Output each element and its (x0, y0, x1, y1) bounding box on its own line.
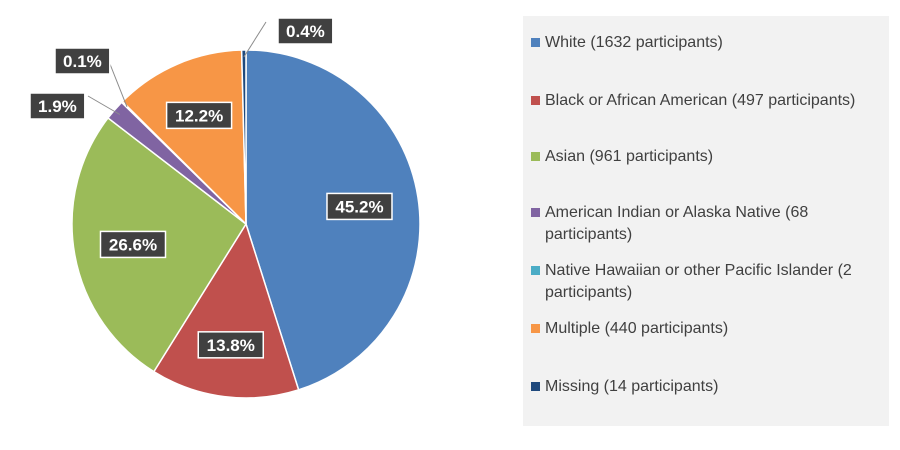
data-label-box (326, 192, 393, 221)
data-label-box (54, 47, 111, 75)
pie-slice (240, 49, 247, 225)
pie-slice (121, 49, 247, 226)
data-label: 13.8% (207, 336, 255, 355)
legend-item: Asian (961 participants) (531, 146, 883, 168)
pie-chart: 45.2% 13.8% 26.6% 1.9% 0.1% 12.2% 0.4% (29, 17, 421, 399)
data-label-box (29, 92, 86, 120)
pie-data-labels: 45.2% 13.8% 26.6% 1.9% 0.1% 12.2% 0.4% (29, 17, 393, 359)
legend-swatch (531, 38, 540, 47)
legend-swatch (531, 96, 540, 105)
chart-legend: White (1632 participants) Black or Africa… (523, 16, 889, 426)
leader-line (87, 95, 121, 115)
legend-swatch (531, 266, 540, 275)
data-label-box (99, 230, 167, 259)
legend-swatch (531, 208, 540, 217)
legend-label: American Indian or Alaska Native (68 par… (545, 204, 809, 243)
data-label-box (165, 101, 233, 130)
data-label: 12.2% (175, 106, 223, 125)
legend-item: Native Hawaiian or other Pacific Islande… (531, 260, 883, 304)
legend-label: White (1632 participants) (545, 34, 723, 51)
legend-label: Black or African American (497 participa… (545, 92, 856, 109)
legend-item: Missing (14 participants) (531, 376, 883, 398)
data-label-box (277, 17, 334, 45)
legend-item: White (1632 participants) (531, 32, 883, 54)
legend-label: Missing (14 participants) (545, 378, 719, 395)
data-label: 26.6% (109, 235, 157, 254)
legend-label: Native Hawaiian or other Pacific Islande… (545, 262, 852, 301)
data-label: 1.9% (38, 97, 77, 116)
leader-line (243, 21, 267, 58)
legend-swatch (531, 382, 540, 391)
legend-item: Multiple (440 participants) (531, 318, 883, 340)
legend-swatch (531, 324, 540, 333)
legend-item: American Indian or Alaska Native (68 par… (531, 202, 883, 246)
data-label-box (197, 331, 265, 359)
data-label: 0.1% (63, 52, 102, 71)
legend-item: Black or African American (497 participa… (531, 90, 883, 112)
legend-swatch (531, 152, 540, 161)
data-label: 0.4% (286, 22, 325, 41)
legend-label: Multiple (440 participants) (545, 320, 729, 337)
data-label: 45.2% (335, 197, 383, 216)
legend-label: Asian (961 participants) (545, 148, 714, 165)
